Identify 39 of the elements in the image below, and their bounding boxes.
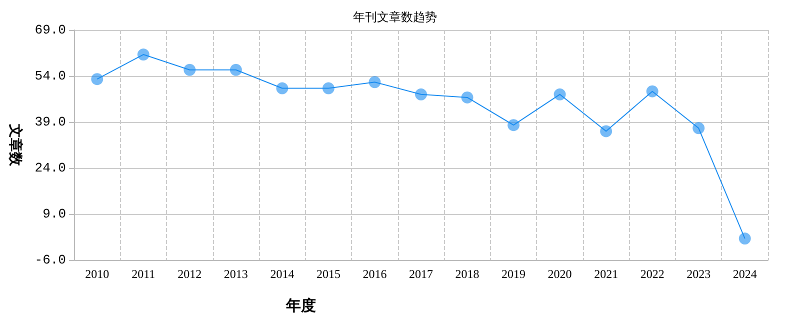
point [322,82,334,94]
y-tick-label: 24.0 [34,160,66,176]
point [415,88,427,100]
x-tick-label: 2019 [502,267,526,281]
x-tick-label: 2016 [362,267,387,281]
point [508,119,520,132]
point [230,64,242,76]
x-tick-label: 2018 [455,267,480,281]
x-tick-label: 2020 [548,267,572,281]
x-tick-label: 2010 [85,267,110,281]
point [368,76,381,88]
y-tick-label: 54.0 [34,68,66,84]
x-tick-label: 2024 [732,267,757,281]
x-tick-label: 2013 [224,267,248,281]
x-tick-label: 2022 [640,267,664,281]
x-tick-label: 2011 [132,267,156,281]
point [137,48,150,61]
y-tick-label: 39.0 [34,114,66,130]
point [461,91,474,104]
y-tick-label: 69.0 [34,22,66,38]
x-axis-title: 年度 [285,296,316,314]
x-tick-label: 2015 [316,267,340,281]
point [646,85,658,98]
x-tick-label: 2021 [594,267,618,281]
x-tick-label: 2017 [409,267,433,281]
point [738,232,751,245]
y-tick-label: 9.0 [42,206,66,222]
point [600,125,612,138]
point [91,73,104,86]
chart-title: 年刊文章数趋势 [353,10,437,24]
point [276,82,288,94]
y-tick-label: -6.0 [34,252,66,268]
x-tick-label: 2012 [178,267,202,281]
point [692,122,705,134]
x-tick-label: 2014 [270,267,294,281]
x-tick-label: 2023 [686,267,711,281]
y-axis-title: 文章数 [7,123,24,167]
point [554,88,566,100]
point [184,64,196,76]
